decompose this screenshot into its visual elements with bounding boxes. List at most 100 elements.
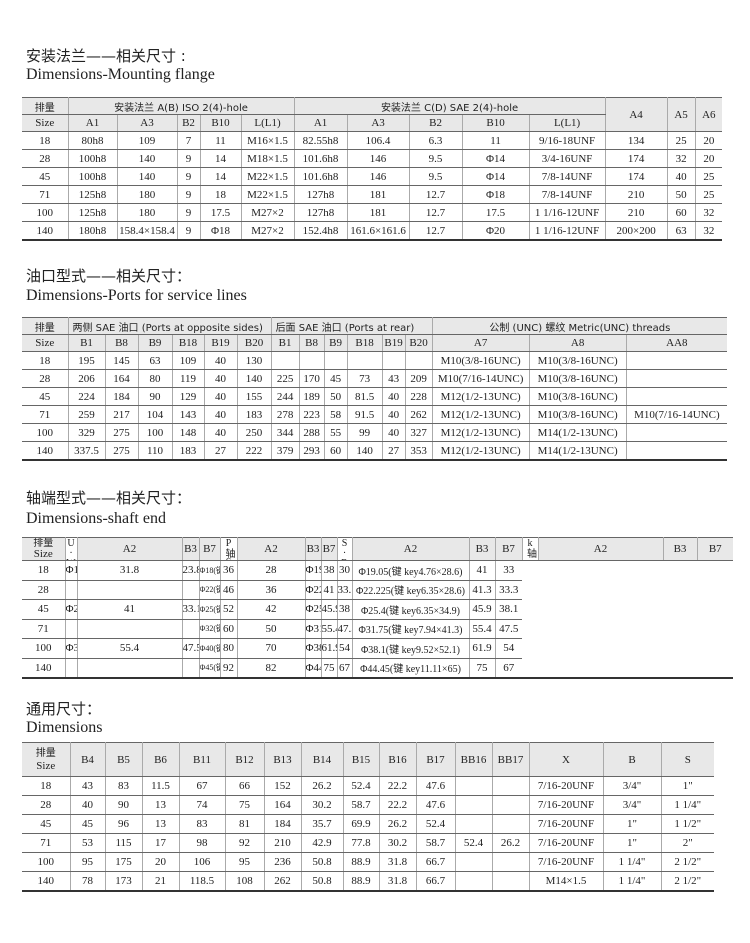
general-section-title-cn: 通用尺寸： [26,700,102,718]
table-cell: 164 [104,369,139,388]
table-cell: 75 [468,657,496,679]
column-header: L(L1) [240,114,295,132]
table-cell: 42 [236,599,306,620]
table-cell: M10(3/8-16UNC) [528,351,627,370]
table-cell: 183 [236,405,272,424]
column-header: B1 [270,334,300,352]
table-cell: 26.2 [491,833,530,853]
column-header: B5 [104,742,143,777]
table-cell: 90 [104,795,143,815]
table-cell: 1" [602,814,662,834]
table-cell: 67 [336,657,353,679]
table-cell: Φ44.45(8/16 DP;13T) [304,657,322,679]
table-cell: 130 [236,351,272,370]
flange-section-title-en: Dimensions-Mounting flange [26,66,215,83]
table-cell: 21 [141,871,180,892]
table-row: 71 259 217 104 143 40 183 278 223 58 91.5 40 262 M12(… [22,405,728,424]
ports-section-title-en: Dimensions-Ports for service lines [26,287,247,304]
table-cell: 32 [666,149,696,168]
table-cell: 125h8 [67,203,118,222]
table-cell: 66.7 [415,871,456,892]
table-cell: 58 [323,405,348,424]
table-cell: 80 [219,638,238,659]
table-cell: 81.5 [346,387,383,406]
table-cell: M10(3/8-16UNC) [528,387,627,406]
table-cell: 152.4h8 [293,221,348,241]
table-cell: 115 [104,833,143,853]
table-cell: Φ45(键key14×80) [198,657,221,679]
table-cell [181,657,200,679]
column-header: A4 [604,97,668,132]
table-cell: 43 [69,776,106,796]
table-cell [64,579,78,600]
column-header: B16 [378,742,417,777]
column-header: B8 [104,334,139,352]
table-cell: 140 [346,441,383,461]
table-cell: 80h8 [67,131,118,150]
table-cell: 158.4×158.4 [116,221,178,241]
table-row: 71Φ32(键key10×45)6050Φ31.75(12/24DP;14T)5… [22,618,733,639]
table-cell [625,387,728,406]
column-header: A1 [293,114,348,132]
table-cell: Φ22.225(16/32DP;13T) [64,599,78,620]
size-header-en: Size [36,759,56,772]
column-header: B9 [137,334,173,352]
table-cell: 36 [219,560,238,581]
table-cell: 329 [67,423,106,442]
table-cell: Φ38.1(键 key9.52×52.1) [351,638,470,659]
column-header: B7 [198,537,221,561]
column-header: B13 [263,742,302,777]
table-cell: Φ14 [461,167,530,186]
column-header: A1 [67,114,118,132]
table-cell: Φ18 [461,185,530,204]
table-cell: 119 [171,369,205,388]
table-cell: 1 1/4" [602,852,662,872]
table-cell: Φ19.05(键 key4.76×28.6) [351,560,470,581]
table-cell: 47.5 [336,618,353,639]
table-cell [491,795,530,815]
column-header: A6 [694,97,723,132]
table-cell [491,852,530,872]
table-cell: Φ32(键key10×45) [198,618,221,639]
table-cell: 40 [203,405,238,424]
table-cell: Φ15.875(16/32DP;9T) [64,560,78,581]
table-cell: 173 [104,871,143,892]
table-cell: Φ31.75(12/24DP;14T) [304,618,322,639]
table-cell: 7/16-20UNF [528,795,604,815]
table-cell: 66.7 [415,852,456,872]
shaft-section-title-en: Dimensions-shaft end [26,510,166,527]
table-cell: 41 [468,560,496,581]
size-header-cn: 排量 [22,317,69,335]
size-cell: 71 [22,185,69,204]
table-row: 100 329 275 100 148 40 250 344 288 55 99 40 327 M12(1… [22,423,728,442]
iso-flange-group-header: 安装法兰 A(B) ISO 2(4)-hole [67,97,295,115]
table-cell [454,814,493,834]
table-cell: 40 [203,423,238,442]
table-cell: 146 [346,167,410,186]
table-cell: 61.9 [468,638,496,659]
table-cell: 33 [494,560,522,581]
table-cell: 11 [461,131,530,150]
table-cell: 63 [666,221,696,241]
table-cell: 236 [263,852,302,872]
table-cell: 35.7 [300,814,344,834]
table-cell: 210 [604,203,668,222]
table-cell: 60 [323,441,348,461]
table-cell: 6.3 [408,131,463,150]
table-cell: 52.4 [342,776,380,796]
table-cell: Φ22.225(键 key6.35×28.6) [351,579,470,600]
table-cell: 262 [404,405,433,424]
table-cell: 66 [224,776,265,796]
size-cell: 45 [22,599,66,620]
table-cell: 55.4 [76,638,183,659]
table-cell: 183 [171,441,205,461]
table-cell: 9 [176,167,201,186]
column-header: B17 [415,742,456,777]
table-cell: 17.5 [461,203,530,222]
table-cell [625,351,728,370]
column-header: B1 [67,334,106,352]
table-cell: 353 [404,441,433,461]
table-cell: 50.8 [300,852,344,872]
table-cell: 180 [116,185,178,204]
table-cell: 100h8 [67,149,118,168]
